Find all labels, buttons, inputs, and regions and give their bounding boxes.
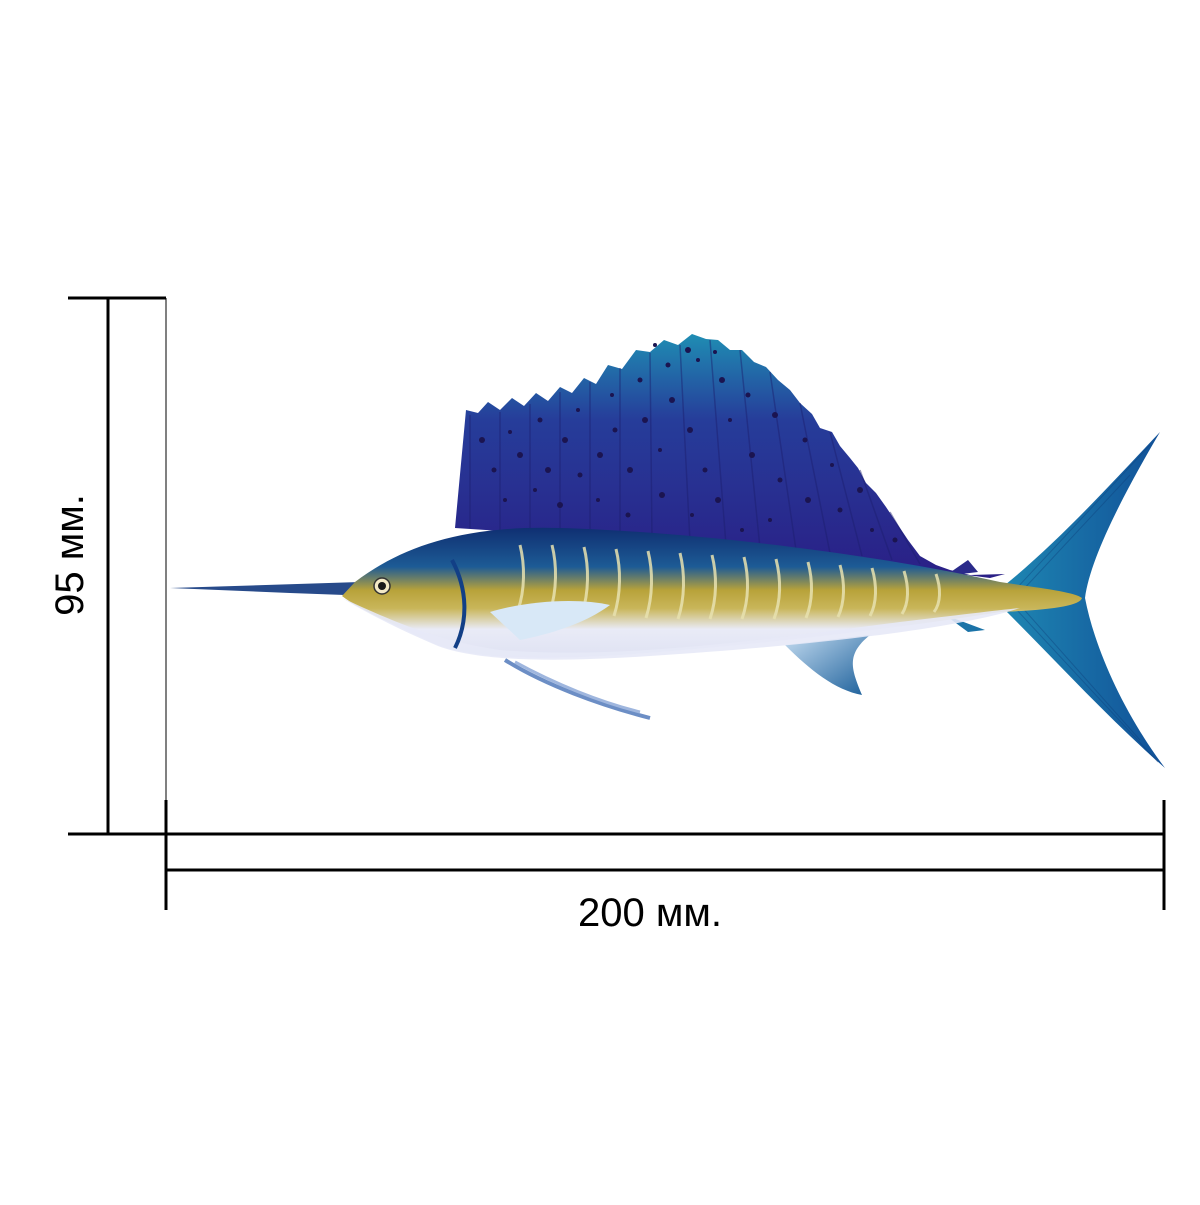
tail-fin: [1005, 432, 1165, 768]
fish-body: [342, 527, 1082, 658]
pectoral-fin: [490, 600, 610, 640]
rear-dorsal-fin: [945, 560, 978, 576]
tail-rays: [1014, 444, 1159, 763]
width-dimension-label: 200 мм.: [578, 891, 722, 935]
pelvic-fin: [503, 658, 651, 720]
sailfish-icon: [170, 334, 1165, 768]
height-dimension-lines: [68, 296, 167, 836]
bill: [170, 582, 372, 596]
belly: [342, 598, 1020, 660]
sail-rays: [469, 339, 921, 565]
anal-fin: [785, 635, 870, 695]
gill-line: [450, 559, 467, 649]
width-dimension-lines: [164, 800, 1166, 910]
pelvic-fin-2: [514, 660, 641, 714]
body-stripes: [516, 544, 941, 620]
sail-spots: [479, 343, 898, 543]
height-dimension-label: 95 мм.: [48, 494, 92, 616]
eye-icon: [373, 577, 391, 595]
sail-fin: [455, 334, 1005, 578]
